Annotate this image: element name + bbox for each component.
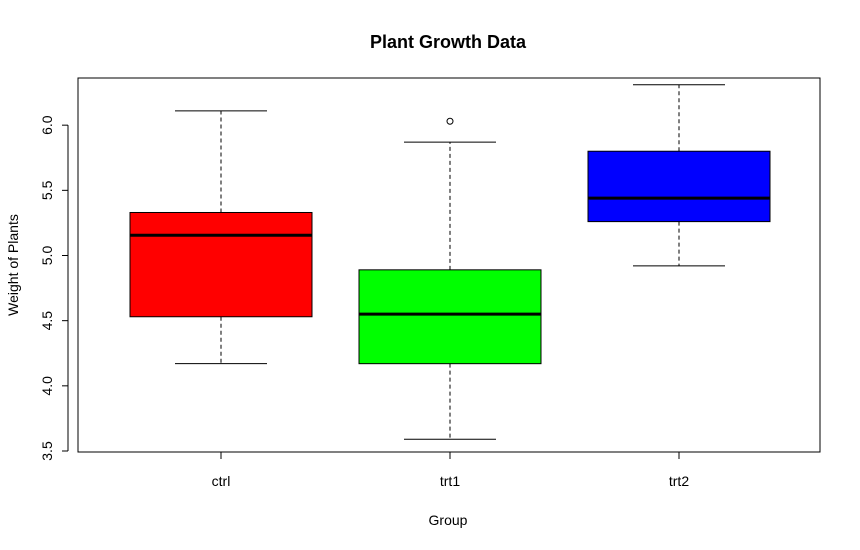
y-tick-label: 4.0 xyxy=(39,376,55,396)
y-tick-label: 4.5 xyxy=(39,311,55,331)
interquartile-box xyxy=(129,211,313,318)
x-axis: ctrl trt1 trt2 xyxy=(212,451,689,489)
box-trt2 xyxy=(587,84,771,267)
y-tick-label: 3.5 xyxy=(39,441,55,461)
x-tick-label: ctrl xyxy=(212,473,231,489)
chart-title: Plant Growth Data xyxy=(370,32,527,52)
x-axis-title: Group xyxy=(429,512,468,528)
outlier-point xyxy=(446,117,454,125)
y-axis-title: Weight of Plants xyxy=(5,214,21,316)
box-ctrl xyxy=(129,110,313,365)
interquartile-box xyxy=(587,150,771,223)
x-tick-label: trt2 xyxy=(669,473,689,489)
box-trt1 xyxy=(358,117,542,440)
y-tick-label: 5.5 xyxy=(39,180,55,200)
y-tick-label: 5.0 xyxy=(39,246,55,266)
interquartile-box xyxy=(358,269,542,365)
box-series xyxy=(129,84,771,440)
y-tick-label: 6.0 xyxy=(39,115,55,135)
x-tick-label: trt1 xyxy=(440,473,460,489)
y-axis: 3.5 4.0 4.5 5.0 5.5 6.0 xyxy=(39,115,69,461)
